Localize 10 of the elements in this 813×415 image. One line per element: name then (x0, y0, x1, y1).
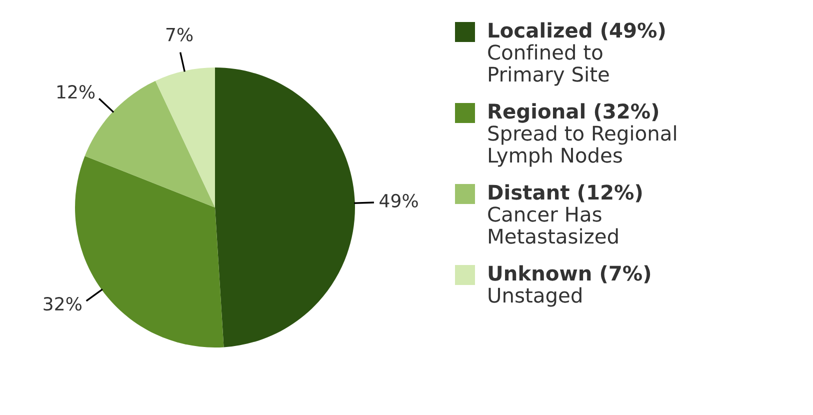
legend-label: Regional (32%) Spread to Regional Lymph Nodes (488, 103, 676, 167)
pie-slice (215, 68, 355, 348)
legend-label: Distant (12%) Cancer Has Metastasized (488, 184, 642, 244)
legend-label: Unknown (7%) Unstaged (488, 265, 650, 307)
data-label: 12% (57, 85, 95, 99)
data-label: 32% (44, 297, 82, 311)
pie-slice (155, 68, 215, 208)
data-label: 7% (166, 28, 193, 42)
data-label: 49% (380, 194, 418, 208)
legend-label: Localized (49%) Confined to Primary Site (488, 22, 665, 86)
